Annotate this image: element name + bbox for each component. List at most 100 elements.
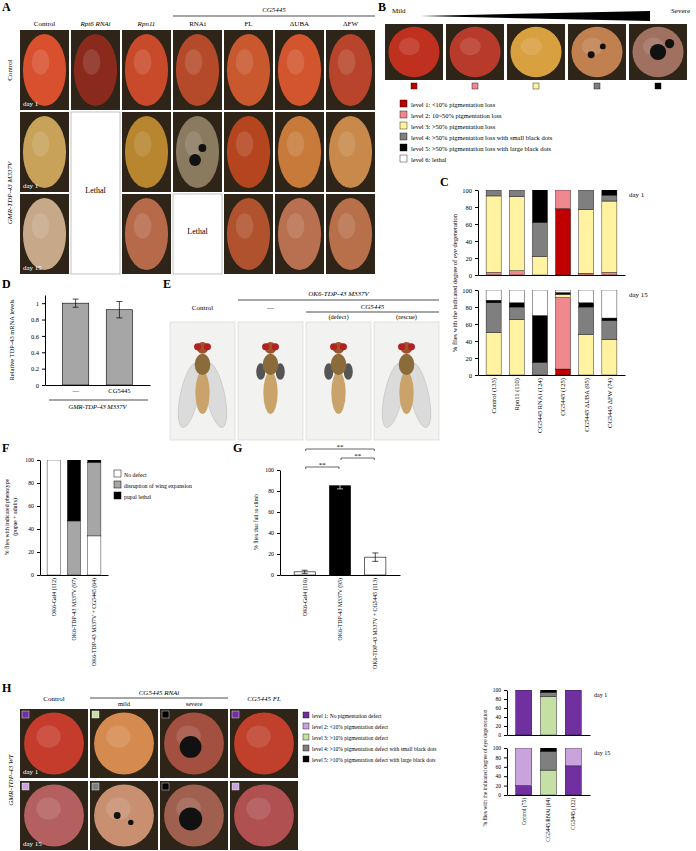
tick-group: 40 — [466, 238, 479, 245]
panel-label: E — [163, 277, 171, 291]
tick-label: OK6-TDP-43 M337V + CG5445 (64) — [91, 578, 98, 666]
tick-label: 40 — [496, 773, 502, 779]
tick-group: 60 — [466, 221, 479, 228]
error-bar — [337, 483, 343, 489]
axis-line — [479, 275, 626, 276]
tick-group: 0 — [271, 572, 280, 578]
bar-segment — [88, 460, 101, 462]
photo-background — [326, 30, 375, 110]
panel-label: H — [2, 681, 12, 695]
abdomen — [195, 372, 209, 414]
label: CG5445 — [361, 303, 385, 311]
y-axis: 020406080100 — [493, 687, 508, 738]
photo-background — [20, 781, 88, 850]
eye — [329, 34, 372, 106]
y-axis: 020406080100 — [493, 745, 508, 798]
legend-swatch — [400, 144, 407, 151]
bar-segment — [486, 190, 501, 196]
tick-label: CG5445 ΔUBA (95) — [582, 378, 590, 432]
bar-segment — [540, 692, 556, 697]
photo-background — [20, 709, 88, 778]
black-dot — [128, 820, 133, 825]
photo — [122, 30, 171, 110]
axis-line — [508, 735, 591, 736]
abdomen — [399, 372, 413, 414]
photo — [20, 112, 69, 192]
bar-segment — [540, 748, 556, 751]
tick — [277, 575, 280, 576]
tick-label: 20 — [466, 355, 473, 362]
tick-label: 60 — [496, 705, 502, 711]
black-dot — [600, 44, 606, 50]
tick-label: 0.2 — [31, 365, 39, 372]
level-key — [162, 711, 169, 718]
black-dot — [180, 736, 202, 758]
legend-entry: level 1: No pigmentation defect — [312, 713, 382, 719]
label: Lethal — [85, 186, 106, 195]
label: mild — [118, 700, 131, 707]
bar-segment — [556, 293, 571, 295]
label: — — [266, 304, 275, 312]
black-dot — [189, 154, 201, 166]
tick-group: OK6-Gal4 (110) — [302, 578, 309, 616]
axis-line — [478, 291, 479, 376]
axis-line — [507, 691, 508, 736]
axis-line — [507, 749, 508, 796]
tick-group: 100 — [462, 287, 478, 294]
eye-highlight — [399, 37, 420, 55]
bar-segment — [579, 303, 594, 307]
bar-segment — [509, 290, 524, 303]
photo-background — [568, 24, 626, 80]
photo — [326, 30, 375, 110]
figure: ABCDEFGHLethalLethalControlRpt6 RNAiRpn1… — [0, 0, 696, 851]
tick-group: — — [71, 387, 79, 394]
eye — [194, 343, 201, 350]
legend-entry: level 4: >10% pigmentation defect with s… — [312, 746, 436, 752]
photo-background — [122, 112, 171, 192]
photo-background — [507, 24, 565, 80]
bar-segment — [579, 307, 594, 334]
photo — [90, 781, 158, 850]
tick-group: 100 — [493, 687, 507, 693]
bar-segment — [565, 690, 581, 735]
tick-label: 60 — [496, 764, 502, 770]
label: Control — [34, 20, 55, 28]
label: CG5445 RNAi — [139, 689, 180, 697]
black-dot — [588, 51, 595, 58]
tick — [475, 241, 478, 242]
chart: 020406080100OK6-Gal4 (112)OK6-TDP-43 M33… — [4, 457, 192, 666]
tick — [277, 470, 280, 471]
bar-segment — [486, 333, 501, 376]
eye — [94, 784, 154, 846]
eye — [510, 27, 561, 77]
tick-group: 80 — [496, 696, 508, 702]
tick-label: OK6-Gal4 (110) — [302, 578, 309, 616]
axis-line — [479, 375, 626, 376]
chart-title: day 1 — [629, 191, 645, 199]
tick — [37, 460, 40, 461]
tick-label: 1 — [36, 300, 39, 307]
photo-background — [160, 781, 228, 850]
tick-group: 20 — [28, 549, 40, 555]
tick-label: OK6-TDP-43 M337V (97) — [71, 578, 78, 640]
bar-segment — [579, 273, 594, 275]
y-axis: 020406080100 — [462, 187, 478, 279]
bar-segment — [47, 460, 60, 461]
eye — [330, 343, 337, 350]
photo — [173, 112, 222, 192]
bar-segment — [565, 748, 581, 766]
bar-segment — [556, 290, 571, 293]
significance-label: ** — [337, 443, 345, 451]
eye-highlight — [460, 37, 481, 55]
photo — [122, 194, 171, 274]
tick-group: 60 — [496, 764, 508, 770]
tick-group: Control (133) — [490, 378, 498, 414]
eye — [272, 343, 279, 350]
tick-group: 0.4 — [31, 349, 45, 356]
eye-highlight — [185, 131, 203, 157]
bar-segment — [47, 460, 60, 461]
tick-group: 40 — [466, 338, 479, 345]
thorax — [399, 354, 415, 375]
tick-group: 0.2 — [31, 365, 45, 372]
photo-background — [230, 709, 298, 778]
